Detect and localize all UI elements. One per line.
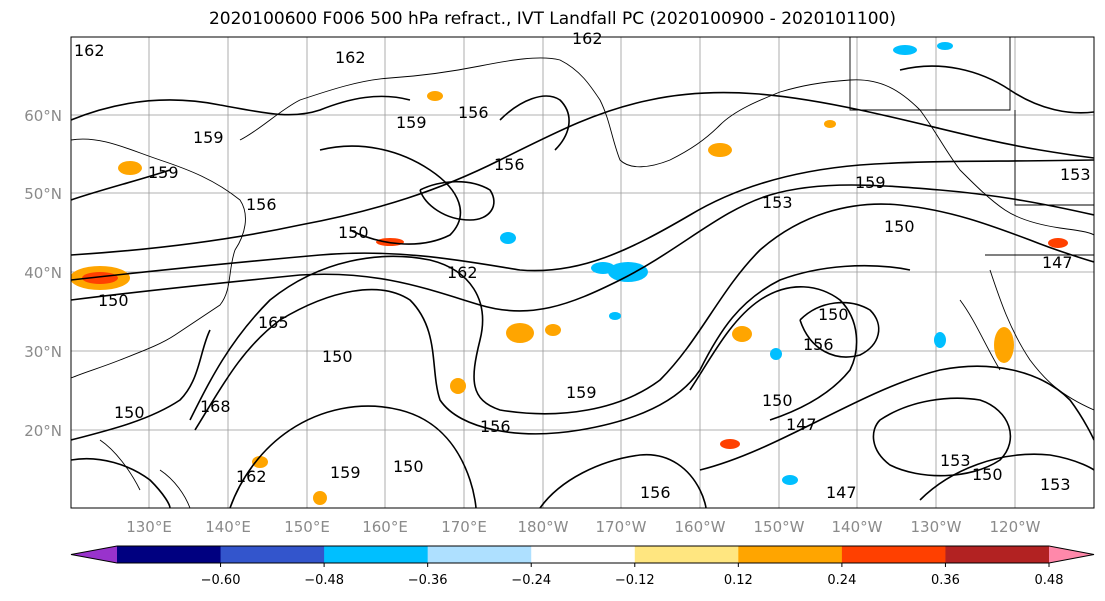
longitude-label: 170°E <box>441 518 487 536</box>
map-panel <box>71 37 1094 508</box>
contour-label: 162 <box>236 467 267 486</box>
contour-label: 150 <box>114 403 145 422</box>
contour-label: 162 <box>447 263 478 282</box>
colorbar-segment <box>117 546 222 563</box>
colorbar-arrow-low <box>71 546 117 563</box>
colorbar-tick-label: 0.36 <box>931 573 960 588</box>
colorbar-tick-label: 0.12 <box>724 573 753 588</box>
contour-label: 153 <box>762 193 793 212</box>
colorbar-segment <box>427 546 532 563</box>
contour-label: 159 <box>855 173 886 192</box>
latitude-label: 40°N <box>24 264 62 282</box>
contour-label: 150 <box>322 347 353 366</box>
contour-label: 153 <box>940 451 971 470</box>
longitude-label: 140°E <box>205 518 251 536</box>
longitude-label: 150°E <box>284 518 330 536</box>
contour-label: 159 <box>330 463 361 482</box>
map-border <box>70 36 1095 509</box>
colorbar-segment <box>841 546 946 563</box>
colorbar-tick-label: −0.36 <box>408 573 448 588</box>
contour-label: 156 <box>458 103 489 122</box>
contour-label: 159 <box>148 163 179 182</box>
latitude-label: 20°N <box>24 422 62 440</box>
contour-label: 150 <box>972 465 1003 484</box>
contour-label: 159 <box>566 383 597 402</box>
contour-label: 150 <box>818 305 849 324</box>
colorbar-outline <box>70 545 1095 564</box>
contour-label: 156 <box>246 195 277 214</box>
colorbar-segment <box>738 546 843 563</box>
longitude-label: 120°W <box>990 518 1041 536</box>
colorbar: −0.60 −0.48 −0.36 −0.24 −0.12 0.12 0.24 0.36 0.4… <box>70 545 1095 588</box>
map-title: 2020100600 F006 500 hPa refract., IVT La… <box>208 9 896 29</box>
contour-label: 153 <box>1060 165 1091 184</box>
latitude-labels: 60°N 50°N 40°N 30°N 20°N <box>24 107 62 440</box>
contour-label: 147 <box>786 415 817 434</box>
contour-label: 162 <box>572 29 603 48</box>
colorbar-tick-label: −0.48 <box>304 573 344 588</box>
latitude-label: 30°N <box>24 343 62 361</box>
colorbar-tick-label: 0.24 <box>827 573 856 588</box>
contour-label: 159 <box>396 113 427 132</box>
longitude-label: 180°W <box>518 518 569 536</box>
contour-label: 156 <box>640 483 671 502</box>
contour-label: 150 <box>393 457 424 476</box>
longitude-labels: 130°E 140°E 150°E 160°E 170°E 180°W 170°W 160°W… <box>126 518 1040 536</box>
contour-labels: 162 162 162 159 159 159 156 156 156 150 … <box>74 29 1091 502</box>
graticule <box>71 37 1094 508</box>
colorbar-tick-label: −0.60 <box>201 573 241 588</box>
longitude-label: 160°W <box>675 518 726 536</box>
colorbar-segment <box>324 546 429 563</box>
latitude-label: 50°N <box>24 185 62 203</box>
contour-label: 153 <box>1040 475 1071 494</box>
contour-label: 168 <box>200 397 231 416</box>
colorbar-segment <box>531 546 636 563</box>
latitude-label: 60°N <box>24 107 62 125</box>
colorbar-segment <box>634 546 739 563</box>
colorbar-tick-label: −0.12 <box>615 573 655 588</box>
contour-label: 150 <box>884 217 915 236</box>
contour-lines <box>71 65 1094 508</box>
contour-label: 147 <box>826 483 857 502</box>
contour-label: 159 <box>193 128 224 147</box>
colorbar-segment <box>220 546 325 563</box>
contour-label: 147 <box>1042 253 1073 272</box>
contour-label: 156 <box>803 335 834 354</box>
longitude-label: 130°W <box>911 518 962 536</box>
contour-label: 156 <box>494 155 525 174</box>
colorbar-segment <box>945 546 1050 563</box>
colorbar-arrow-high <box>1049 546 1094 563</box>
contour-label: 150 <box>762 391 793 410</box>
longitude-label: 150°W <box>754 518 805 536</box>
contour-label: 150 <box>338 223 369 242</box>
longitude-label: 160°E <box>362 518 408 536</box>
colorbar-tick-label: 0.48 <box>1035 573 1064 588</box>
contour-label: 156 <box>480 417 511 436</box>
longitude-label: 170°W <box>596 518 647 536</box>
longitude-label: 130°E <box>126 518 172 536</box>
contour-label: 150 <box>98 291 129 310</box>
contour-label: 162 <box>74 41 105 60</box>
contour-label: 162 <box>335 48 366 67</box>
colorbar-tick-label: −0.24 <box>511 573 551 588</box>
contour-label: 165 <box>258 313 289 332</box>
coastlines <box>71 37 1094 508</box>
longitude-label: 140°W <box>832 518 883 536</box>
